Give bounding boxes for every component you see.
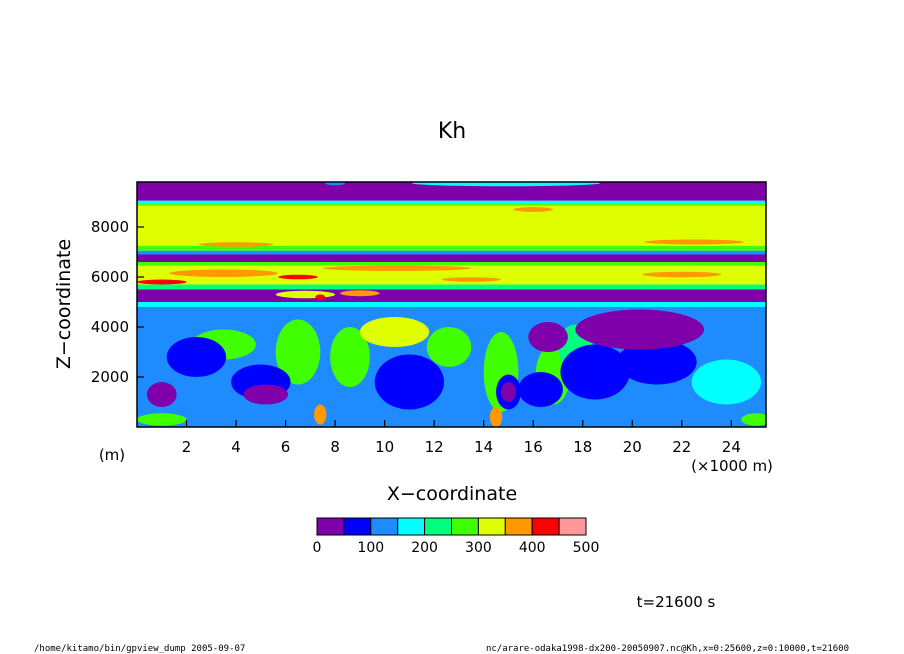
- x-tick-label: 24: [722, 438, 741, 456]
- kh-band-7: [137, 262, 766, 266]
- colorbar-label: 500: [573, 540, 600, 556]
- kh-patch-26: [489, 407, 503, 427]
- colorbar-swatch: [343, 517, 372, 536]
- kh-patch-18: [426, 327, 472, 367]
- kh-patch-35: [243, 384, 289, 405]
- colorbar-swatch: [558, 517, 587, 536]
- kh-patch-32: [617, 339, 697, 385]
- colorbar-label: 400: [519, 540, 546, 556]
- x-tick-label: 2: [182, 438, 192, 456]
- colorbar-swatch: [397, 517, 426, 536]
- x-tick-label: 22: [672, 438, 691, 456]
- x-axis-label: X−coordinate: [387, 483, 517, 505]
- kh-patch-23: [137, 413, 187, 426]
- kh-band-1: [137, 200, 766, 204]
- y-axis-unit: (m): [99, 446, 125, 464]
- kh-patch-16: [330, 327, 370, 387]
- colorbar-swatch: [370, 517, 399, 536]
- kh-patch-38: [501, 382, 516, 402]
- kh-patch-27: [166, 337, 227, 377]
- kh-band-4: [137, 245, 766, 251]
- kh-patch-11: [275, 290, 336, 299]
- kh-patch-5: [169, 269, 279, 277]
- colorbar-label: 100: [357, 540, 384, 556]
- y-axis: 2000 4000 6000 8000: [91, 218, 144, 386]
- kh-band-10: [137, 289, 766, 302]
- kh-band-11: [137, 302, 766, 307]
- kh-band-3: [137, 205, 766, 246]
- x-tick-label: 8: [330, 438, 340, 456]
- kh-patch-8: [278, 274, 318, 280]
- kh-patch-22: [691, 359, 762, 405]
- y-tick-label: 6000: [91, 268, 129, 286]
- x-axis-unit: (×1000 m): [691, 457, 773, 475]
- kh-patch-24: [741, 413, 766, 426]
- x-tick-label: 6: [281, 438, 291, 456]
- x-tick-label: 4: [231, 438, 241, 456]
- kh-band-0: [137, 182, 766, 201]
- colorbar-swatch: [316, 517, 345, 536]
- x-tick-label: 16: [524, 438, 543, 456]
- colorbar-swatch: [451, 517, 479, 536]
- kh-band-8: [137, 265, 766, 285]
- x-tick-label: 12: [425, 438, 444, 456]
- kh-patch-17: [359, 317, 430, 347]
- x-axis: 2 4 6 8 10 12 14 16 18 20 22 24: [182, 420, 741, 456]
- kh-band-6: [137, 254, 766, 262]
- kh-patch-4: [198, 242, 274, 247]
- y-tick-label: 2000: [91, 368, 129, 386]
- colorbar-swatch: [531, 517, 560, 536]
- kh-band-9: [137, 284, 766, 290]
- kh-patch-7: [642, 271, 722, 278]
- colorbar-swatch: [424, 517, 453, 536]
- kh-patch-9: [137, 279, 187, 285]
- x-tick-label: 10: [375, 438, 394, 456]
- kh-patch-30: [518, 372, 563, 407]
- plot-frame: [136, 181, 767, 428]
- colorbar-label: 300: [465, 540, 492, 556]
- kh-patch-2: [513, 207, 554, 212]
- colorbar-swatch: [477, 517, 506, 536]
- y-axis-label: Z−coordinate: [53, 239, 75, 369]
- kh-patch-13: [315, 294, 326, 300]
- kh-band-5: [137, 250, 766, 255]
- kh-patch-12: [340, 290, 380, 297]
- colorbar-swatch: [504, 517, 533, 536]
- x-tick-label: 18: [573, 438, 592, 456]
- kh-patch-36: [146, 382, 177, 407]
- kh-patch-31: [560, 344, 630, 400]
- colorbar-label: 0: [313, 540, 322, 556]
- kh-patch-29: [374, 354, 445, 410]
- kh-patch-1: [325, 182, 346, 186]
- kh-patch-25: [314, 404, 327, 425]
- kh-patch-33: [575, 309, 705, 350]
- kh-band-2: [137, 203, 766, 206]
- plot-area: [137, 182, 766, 427]
- y-tick-label: 4000: [91, 318, 129, 336]
- kh-patch-34: [528, 322, 568, 352]
- kh-patch-3: [644, 239, 744, 245]
- colorbar-label: 200: [411, 540, 438, 556]
- kh-patch-6: [322, 265, 472, 271]
- colorbar: 0 100 200 300 400 500: [313, 517, 600, 556]
- chart-title: Kh: [438, 119, 466, 144]
- x-tick-label: 14: [474, 438, 493, 456]
- kh-patch-0: [411, 182, 601, 187]
- time-label: t=21600 s: [637, 593, 716, 611]
- y-tick-label: 8000: [91, 218, 129, 236]
- x-tick-label: 20: [623, 438, 642, 456]
- footer-left: /home/kitamo/bin/gpview_dump 2005-09-07: [34, 644, 245, 654]
- footer-right: nc/arare-odaka1998-dx200-20050907.nc@Kh,…: [486, 644, 849, 654]
- kh-patch-15: [275, 319, 321, 385]
- kh-patch-10: [441, 277, 502, 282]
